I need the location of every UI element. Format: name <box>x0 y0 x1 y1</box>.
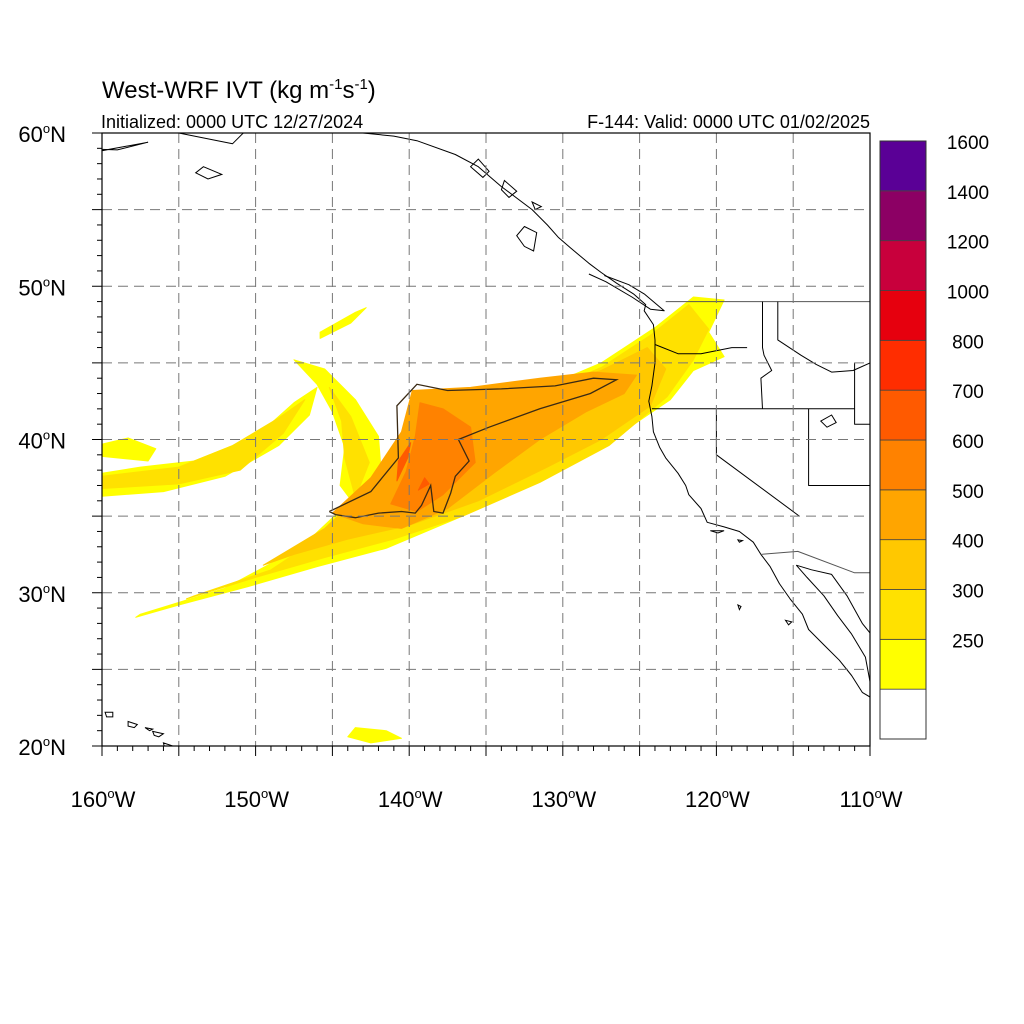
lat-label: 40oN <box>18 428 66 454</box>
ivt-band-250-5 <box>347 727 402 744</box>
colorbar-bin <box>879 389 927 441</box>
valid-time: F-144: Valid: 0000 UTC 01/02/2025 <box>587 112 870 132</box>
colorbar-bin <box>879 589 927 640</box>
vancouver-island <box>588 273 665 312</box>
island-15 <box>531 200 543 211</box>
mexico-coast <box>796 564 870 634</box>
init-time: Initialized: 0000 UTC 12/27/2024 <box>101 112 363 132</box>
colorbar: 250 300 400 500 600 700 800 1000 1200 1400 1600 <box>879 133 989 740</box>
ivt-band-300-7 <box>102 399 306 489</box>
colorbar-label: 300 <box>952 582 984 603</box>
island-2 <box>144 727 155 732</box>
lat-label: 60oN <box>18 121 66 147</box>
lon-label: 140oW <box>378 786 443 812</box>
island-10 <box>102 141 149 152</box>
colorbar-frame <box>879 140 927 740</box>
island-14 <box>516 225 538 252</box>
state-boundary-6 <box>854 362 870 425</box>
island-8 <box>736 539 745 543</box>
lon-label: 110oW <box>839 786 902 812</box>
island-11 <box>194 166 224 180</box>
ivt-band-250-1 <box>102 386 318 497</box>
ivt-band-250-4 <box>319 307 367 339</box>
island-9 <box>819 414 837 428</box>
colorbar-bin <box>879 489 927 541</box>
lat-lon-grid <box>102 133 870 746</box>
plot-title: West-WRF IVT (kg m-1s-1) <box>102 76 376 104</box>
longitude-labels: 160oW 150oW 140oW 130oW 120oW 110oW <box>71 786 903 812</box>
island-4 <box>162 742 175 746</box>
lat-label: 30oN <box>18 581 66 607</box>
island-5 <box>784 619 793 626</box>
colorbar-label: 600 <box>952 432 984 453</box>
colorbar-bin <box>879 339 927 391</box>
island-1 <box>127 720 139 729</box>
map-panel <box>102 133 870 746</box>
island-0 <box>104 711 114 718</box>
ivt-band-600-11 <box>390 402 476 512</box>
colorbar-label: 400 <box>952 532 984 553</box>
island-3 <box>151 730 165 738</box>
lon-label: 120oW <box>685 786 750 812</box>
colorbar-bin <box>879 290 927 341</box>
colorbar-bin <box>879 439 927 491</box>
colorbar-label: 500 <box>952 482 984 503</box>
colorbar-label: 700 <box>952 382 984 403</box>
state-boundary-7 <box>654 344 748 355</box>
colorbar-bin <box>879 240 927 291</box>
lon-label: 130oW <box>531 786 596 812</box>
lon-label: 150oW <box>224 786 289 812</box>
colorbar-bin <box>879 190 927 242</box>
ivt-band-300-8 <box>328 386 370 499</box>
colorbar-label: 1200 <box>947 233 989 254</box>
colorbar-label: 1600 <box>947 133 989 154</box>
axis-ticks <box>92 132 871 756</box>
lat-label: 20oN <box>18 734 66 760</box>
ivt-band-250-3 <box>102 437 157 462</box>
island-7 <box>710 530 725 534</box>
colorbar-bin <box>879 688 927 740</box>
colorbar-bin <box>879 638 927 690</box>
state-boundary-5 <box>777 301 870 373</box>
lat-label: 50oN <box>18 274 66 300</box>
colorbar-label: 1400 <box>947 183 989 204</box>
state-boundary-2 <box>760 301 773 409</box>
colorbar-bin <box>879 140 927 192</box>
gulf-of-california-coast <box>795 564 870 682</box>
island-6 <box>737 604 742 611</box>
lon-label: 160oW <box>71 786 136 812</box>
island-13 <box>500 179 518 199</box>
state-boundary-4 <box>808 408 870 486</box>
coastline <box>102 133 870 698</box>
colorbar-label: 800 <box>952 332 984 353</box>
ivt-band-700-12 <box>396 442 412 482</box>
colorbar-label: 1000 <box>947 283 989 304</box>
colorbar-bin <box>879 539 927 590</box>
state-boundary-1 <box>715 408 800 517</box>
ivt-band-700-13 <box>417 477 430 491</box>
latitude-labels: 60oN 50oN 40oN 30oN 20oN <box>18 121 66 760</box>
mexico-border <box>760 550 870 574</box>
ivt-shading <box>102 296 725 744</box>
colorbar-label: 250 <box>952 631 984 652</box>
